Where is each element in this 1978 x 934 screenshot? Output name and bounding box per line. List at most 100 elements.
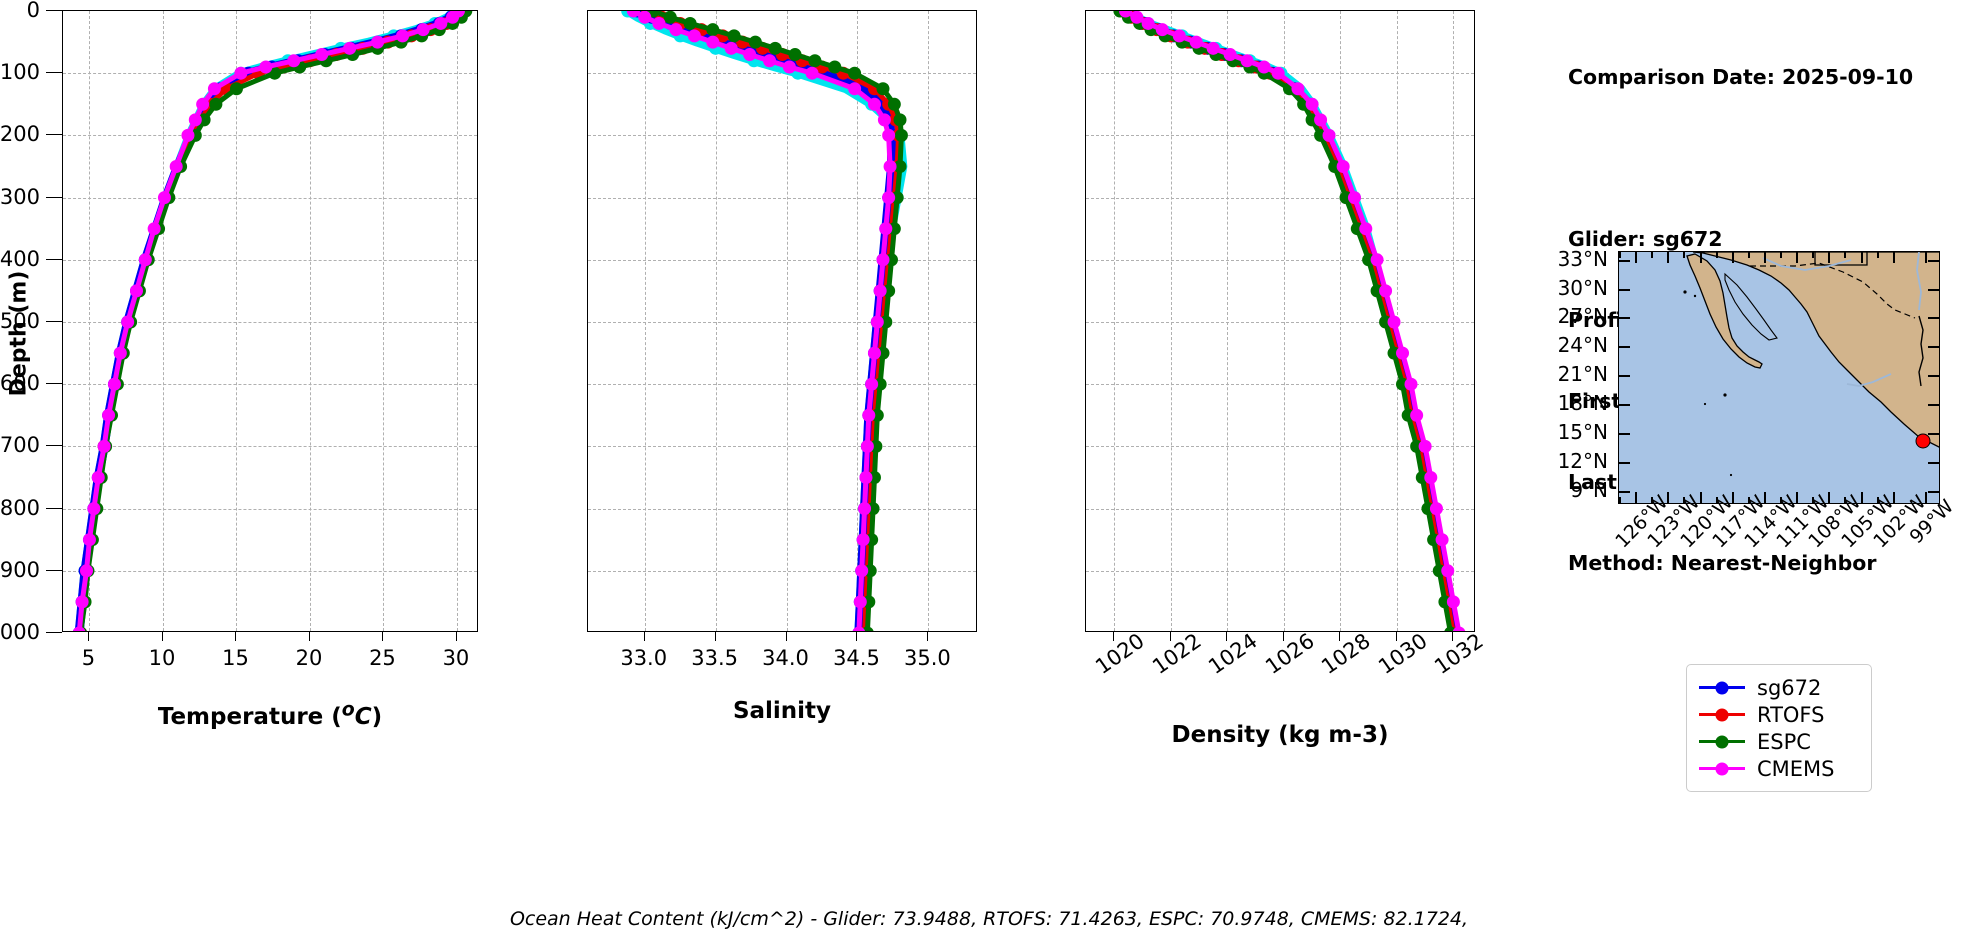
series-marker-cmems	[113, 346, 127, 360]
series-marker-cmems	[416, 23, 430, 37]
series-marker-cmems	[91, 471, 105, 484]
salinity-series-layer	[621, 11, 908, 631]
series-marker-cmems	[865, 377, 879, 391]
x-axis-tick-label: 33.5	[691, 646, 739, 670]
temperature-plot-area	[62, 10, 478, 632]
x-axis-tick	[308, 632, 310, 641]
country-border-line	[1750, 262, 1916, 319]
gridline-vertical	[1170, 11, 1172, 631]
map-longitude-tick	[1667, 252, 1670, 263]
depth-axis-tick	[46, 569, 62, 571]
gridline-vertical	[1114, 11, 1116, 631]
series-marker-cmems	[138, 253, 152, 267]
gridline-vertical	[89, 11, 91, 631]
gridline-vertical	[786, 11, 788, 631]
series-marker-cmems	[147, 222, 161, 236]
gridline-horizontal	[1086, 508, 1474, 510]
gridline-vertical	[236, 11, 238, 631]
gridline-horizontal	[63, 446, 477, 448]
series-line-rtofs	[1120, 11, 1456, 631]
gridline-horizontal	[588, 259, 976, 261]
series-marker-espc	[768, 41, 782, 55]
series-marker-espc	[727, 29, 741, 43]
series-marker-cmems	[121, 315, 135, 329]
x-axis-tick-label: 34.5	[833, 646, 880, 670]
x-axis-tick-label: 1030	[1373, 628, 1432, 679]
legend-line-swatch	[1699, 681, 1745, 694]
map-latitude-label: 24°N	[1557, 333, 1608, 358]
legend-marker-dot	[1715, 735, 1729, 748]
map-latitude-label: 9°N	[1570, 477, 1608, 502]
legend-item-sg672[interactable]: sg672	[1699, 674, 1855, 701]
series-marker-cmems	[1119, 11, 1133, 18]
gridline-vertical	[1283, 11, 1285, 631]
map-latitude-tick	[1619, 432, 1630, 435]
map-latitude-label: 30°N	[1557, 275, 1608, 300]
series-line-espc	[1117, 11, 1453, 631]
series-marker-cmems	[446, 11, 460, 24]
gridline-horizontal	[1086, 446, 1474, 448]
temperature-series-layer	[72, 11, 473, 631]
gridline-horizontal	[63, 570, 477, 572]
series-marker-espc	[808, 54, 822, 68]
map-longitude-minor-tick	[1715, 252, 1718, 258]
salinity-profile-panel: 33.0 33.5 34.0 34.5 35.0 Salinity	[587, 10, 977, 724]
series-marker-cmems	[196, 97, 210, 111]
river-line-2	[1846, 373, 1892, 387]
series-legend[interactable]: sg672 RTOFS ESPC CMEMS	[1686, 664, 1872, 792]
gridline-horizontal	[63, 197, 477, 199]
x-axis-tick	[856, 632, 858, 641]
map-longitude-minor-tick	[1683, 497, 1686, 503]
map-longitude-minor-tick	[1844, 252, 1847, 258]
series-marker-cmems	[805, 66, 819, 80]
series-marker-espc	[893, 160, 907, 173]
map-latitude-tick	[1619, 317, 1630, 320]
series-marker-cmems	[1410, 408, 1424, 422]
series-marker-cmems	[1305, 97, 1319, 111]
series-marker-cmems	[1429, 502, 1443, 516]
glider-location-map[interactable]: 126°W 123°W 120°W 117°W 114°W 111°W 108°W 105°W…	[1558, 247, 1958, 553]
map-latitude-tick	[1928, 346, 1939, 349]
map-longitude-tick	[1828, 252, 1831, 263]
series-marker-cmems	[856, 533, 870, 547]
map-latitude-tick	[1619, 490, 1630, 493]
depth-axis-title: Depth (m)	[6, 270, 32, 397]
depth-axis-tick	[46, 632, 62, 633]
series-marker-cmems	[434, 16, 448, 30]
series-marker-cmems	[743, 48, 757, 62]
series-marker-espc	[706, 23, 720, 37]
gridline-horizontal	[588, 446, 976, 448]
legend-item-espc[interactable]: ESPC	[1699, 728, 1855, 755]
map-latitude-tick	[1928, 375, 1939, 378]
map-longitude-tick	[1892, 252, 1895, 263]
map-longitude-tick	[1731, 492, 1734, 503]
map-latitude-tick	[1928, 317, 1939, 320]
x-axis-tick	[1113, 632, 1115, 641]
series-marker-cmems	[169, 160, 183, 173]
depth-axis-tick	[46, 321, 62, 322]
x-axis-tick	[643, 632, 645, 641]
gridline-horizontal	[1086, 197, 1474, 199]
map-longitude-tick	[1699, 252, 1702, 263]
legend-line-swatch	[1699, 708, 1745, 721]
series-marker-cmems	[1441, 564, 1455, 578]
map-latitude-label: 12°N	[1557, 448, 1608, 473]
depth-axis-tick-label: 700	[0, 433, 40, 458]
x-axis-tick-label: 1026	[1260, 628, 1319, 679]
map-longitude-tick	[1924, 252, 1927, 263]
x-axis-tick-label: 1022	[1147, 628, 1206, 679]
series-marker-cmems	[1322, 128, 1336, 142]
legend-item-label: CMEMS	[1757, 756, 1835, 781]
river-line-3	[1916, 252, 1922, 311]
series-marker-cmems	[782, 60, 796, 74]
legend-line-swatch	[1699, 735, 1745, 748]
series-marker-cmems	[1141, 16, 1155, 30]
series-marker-cmems	[1424, 471, 1438, 484]
legend-item-cmems[interactable]: CMEMS	[1699, 755, 1855, 782]
legend-item-rtofs[interactable]: RTOFS	[1699, 701, 1855, 728]
map-plot-area[interactable]	[1618, 251, 1940, 504]
series-marker-cmems	[315, 48, 329, 62]
map-latitude-tick	[1619, 346, 1630, 349]
glider-position-marker[interactable]	[1915, 433, 1931, 449]
series-marker-cmems	[882, 128, 896, 142]
